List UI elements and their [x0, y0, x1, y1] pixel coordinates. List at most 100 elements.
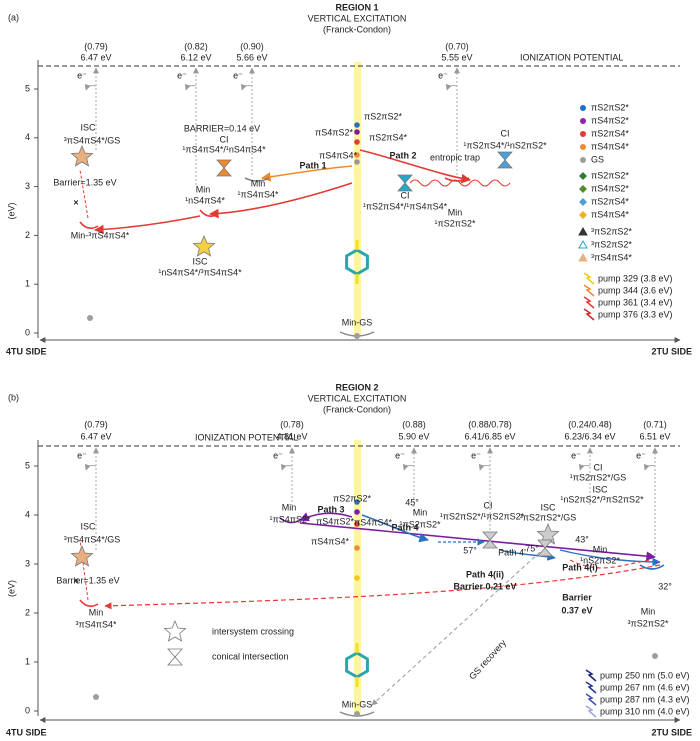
pathway	[209, 182, 353, 219]
legend-label: ³πS2πS2*	[591, 226, 632, 236]
electron-label: e⁻	[273, 450, 283, 460]
ci-hourglass	[397, 174, 413, 192]
annotation: πS4πS4*	[354, 517, 392, 527]
annotation: Barrier=1.35 eV	[56, 575, 119, 585]
legend-label: πS4πS2*	[591, 115, 629, 125]
y-tick-label: 4	[25, 509, 30, 519]
annotation: ¹nS2πS2*	[580, 555, 620, 565]
pathway	[104, 564, 661, 610]
annotation: CI	[501, 128, 510, 138]
isc-star	[70, 544, 94, 567]
annotation: Min	[89, 607, 104, 617]
annotation: CI	[401, 190, 410, 200]
pathway	[261, 165, 353, 182]
pump-bolt	[583, 296, 595, 309]
annotation: GS recovery	[467, 637, 508, 681]
isc-star	[192, 234, 216, 257]
y-tick-label: 0	[25, 705, 30, 715]
region-note: (Franck-Condon)	[323, 24, 391, 34]
electron-arrow	[84, 463, 97, 471]
annotation: Min-GS	[342, 317, 373, 327]
legend-marker	[579, 198, 587, 206]
ci-hourglass	[497, 151, 513, 169]
annotation: πS4πS2*	[316, 516, 354, 526]
electron-label: e⁻	[636, 450, 646, 460]
ip-weight: (0.88)	[402, 419, 426, 429]
panel-label: (b)	[8, 392, 19, 402]
annotation: 45°	[405, 497, 419, 507]
y-tick-label: 2	[25, 230, 30, 240]
pathway	[409, 179, 511, 187]
ip-weight: (0.88/0.78)	[468, 419, 512, 429]
annotation: Min	[413, 507, 428, 517]
ionization-label: IONIZATION POTENTIAL	[520, 52, 623, 62]
pump-label: pump 267 nm (4.6 eV)	[600, 682, 690, 692]
isc-star	[70, 144, 94, 167]
franck-condon-band	[354, 62, 361, 336]
legend-label: ³πS4πS4*	[591, 252, 632, 262]
ip-energy: 6.47 eV	[80, 431, 111, 441]
pump-label: pump 310 nm (4.0 eV)	[600, 706, 690, 716]
annotation: BARRIER=0.14 eV	[184, 123, 260, 133]
state-dot	[354, 499, 360, 505]
electron-arrow	[445, 83, 458, 91]
ip-energy: 5.66 eV	[236, 52, 267, 62]
pathway	[244, 177, 270, 182]
legend-marker	[579, 211, 587, 219]
panel-label: (a)	[8, 12, 19, 22]
annotation: ¹nS2πS2*/³πS2πS2*	[560, 494, 644, 504]
region-note: (Franck-Condon)	[323, 404, 391, 414]
y-tick-label: 3	[25, 558, 30, 568]
pathway	[371, 551, 541, 706]
annotation: πS2πS2*	[364, 111, 402, 121]
legend-label: GS	[591, 154, 604, 164]
annotation: 57°	[463, 545, 477, 555]
annotation: Path 4'	[498, 547, 526, 557]
region-title: REGION 1	[335, 2, 378, 12]
legend-marker	[580, 105, 586, 111]
pathway	[559, 549, 661, 567]
gs-dot	[652, 653, 658, 659]
state-dot	[354, 152, 360, 158]
barrier-cross: ×	[73, 197, 78, 207]
pump-bolt	[583, 284, 595, 297]
y-axis-label: (eV)	[6, 202, 16, 219]
legend-marker	[580, 157, 586, 163]
annotation: ¹nS4πS4*/³πS4πS4*	[158, 267, 242, 277]
legend-label: πS2πS2*	[591, 102, 629, 112]
annotation: 75°	[525, 543, 539, 553]
legend-marker	[579, 185, 587, 193]
annotation: πS2πS2*	[333, 493, 371, 503]
state-dot	[354, 129, 360, 135]
legend-marker	[578, 239, 588, 249]
right-side-label: 2TU SIDE	[651, 727, 692, 737]
region-subtitle: VERTICAL EXCITATION	[308, 393, 407, 403]
pathway	[79, 169, 89, 219]
electron-label: e⁻	[395, 450, 405, 460]
left-side-label: 4TU SIDE	[6, 727, 47, 737]
annotation: ISC	[192, 256, 208, 266]
annotation: ¹πS4πS4*	[238, 189, 279, 199]
isc-star	[163, 619, 187, 642]
pathway	[299, 522, 656, 561]
region-title: REGION 2	[335, 382, 378, 392]
ip-weight: (0.79)	[84, 41, 108, 51]
ci-hourglass	[482, 531, 498, 549]
annotation: ³πS4πS4*/GS	[64, 135, 120, 145]
pathway	[299, 512, 353, 522]
annotation: Path 2	[389, 150, 416, 160]
annotation: πS4πS4*	[311, 536, 349, 546]
y-tick-label: 3	[25, 181, 30, 191]
legend-marker	[580, 144, 586, 150]
annotation: ³πS4πS4*	[76, 619, 117, 629]
electron-label: e⁻	[438, 70, 448, 80]
annotation: CI	[484, 500, 493, 510]
electron-label: e⁻	[571, 450, 581, 460]
annotation: Min	[593, 544, 608, 554]
y-tick-label: 2	[25, 607, 30, 617]
ip-energy: 5.55 eV	[441, 52, 472, 62]
right-side-label: 2TU SIDE	[651, 346, 692, 356]
annotation: πS4πS2*	[315, 127, 353, 137]
ip-energy: 4.81 eV	[276, 431, 307, 441]
annotation: Min	[251, 178, 266, 188]
